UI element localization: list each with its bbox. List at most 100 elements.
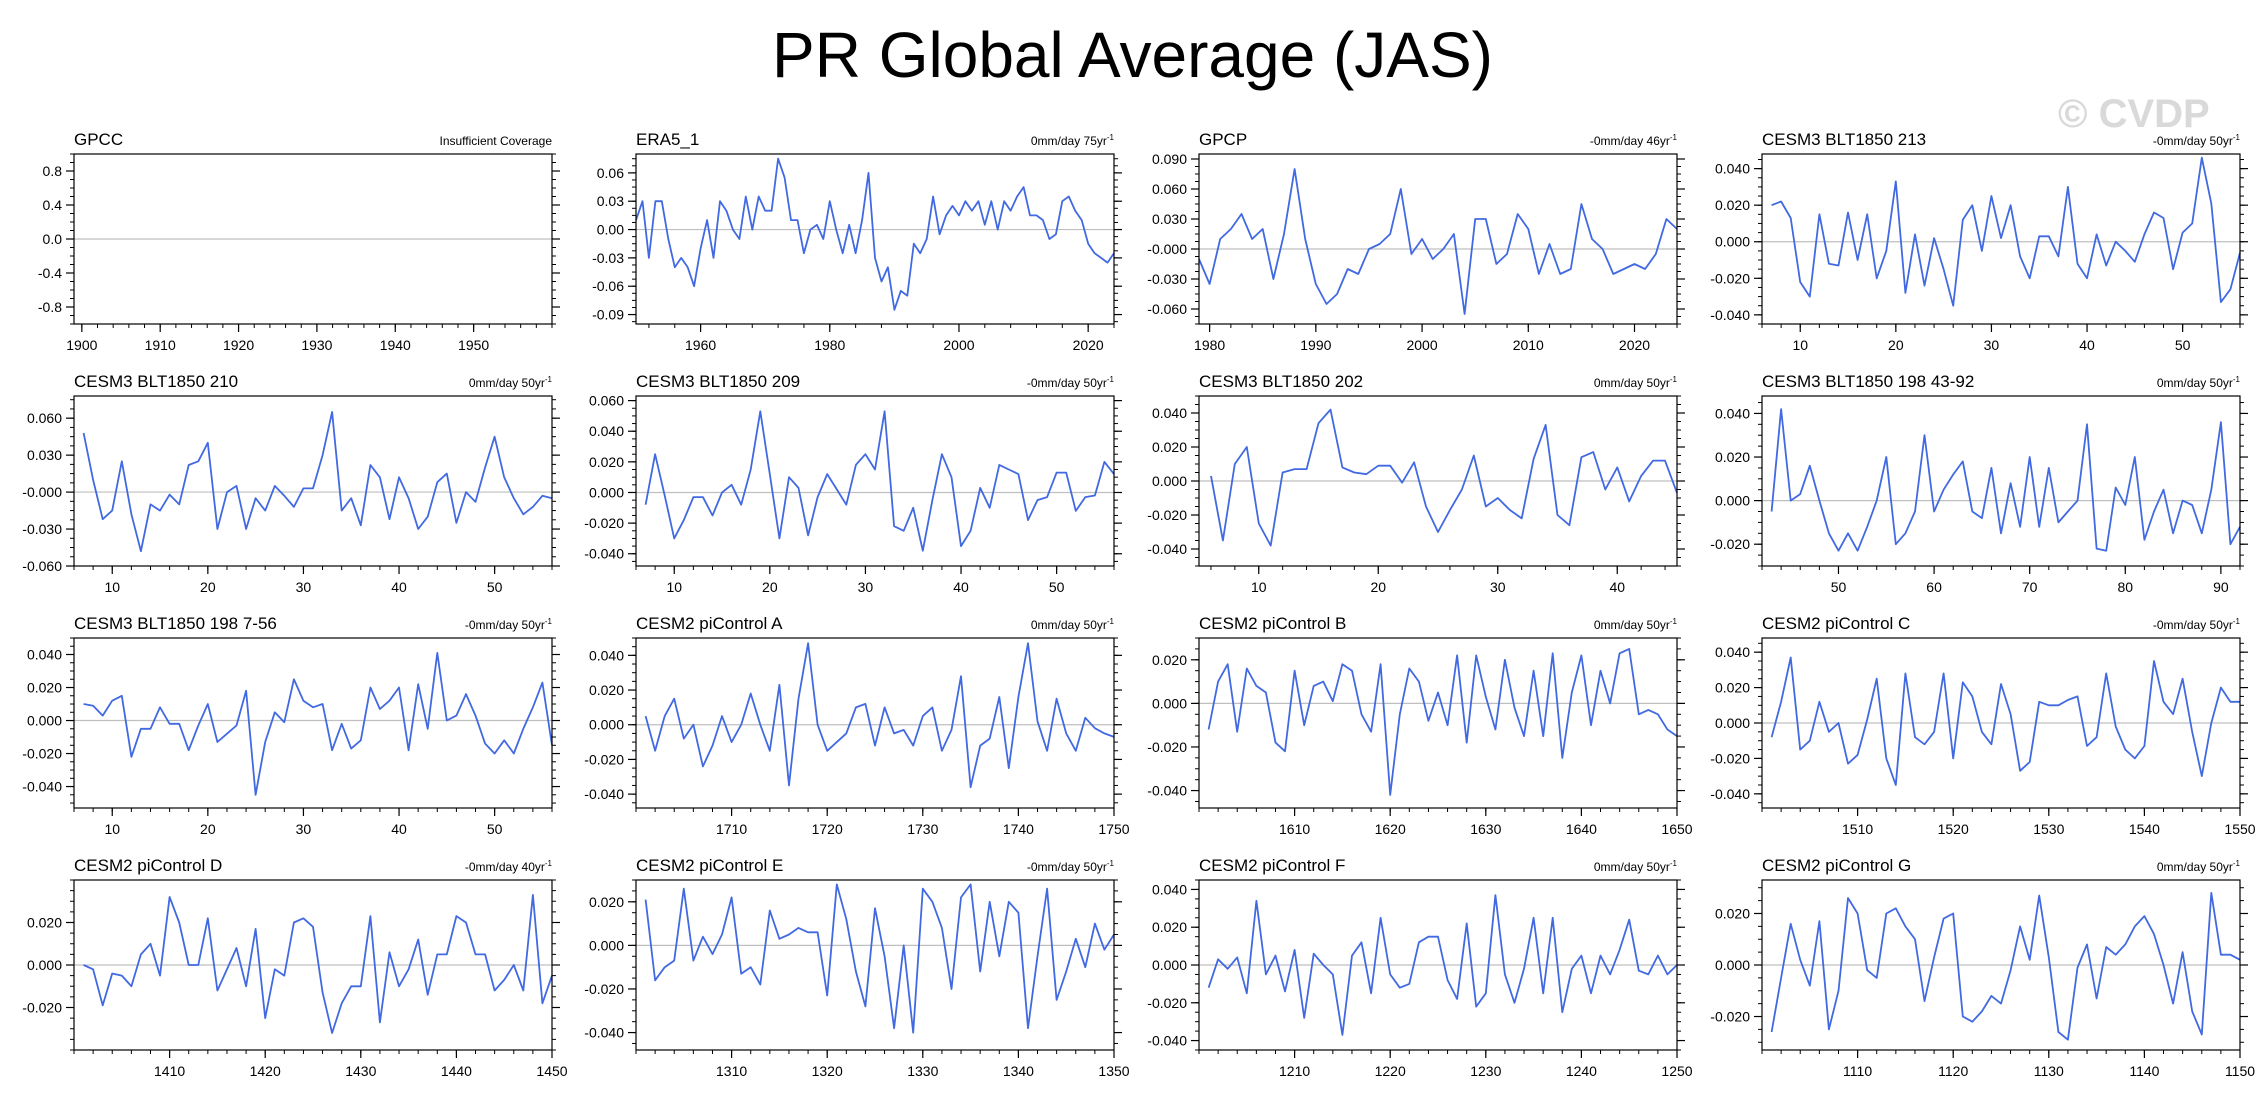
x-tick-label: 1540 bbox=[2129, 821, 2160, 837]
y-tick-label: 0.090 bbox=[1152, 151, 1187, 167]
data-series-line bbox=[83, 652, 553, 796]
panel-title: CESM2 piControl D bbox=[74, 856, 222, 875]
panel-note: -0mm/day 40yr-1 bbox=[465, 859, 553, 874]
y-tick-label: 0.000 bbox=[27, 957, 62, 973]
x-tick-label: 1740 bbox=[1003, 821, 1034, 837]
y-tick-label: 0.040 bbox=[27, 647, 62, 663]
x-tick-label: 1150 bbox=[2225, 1063, 2255, 1079]
y-tick-label: 0.000 bbox=[589, 937, 624, 953]
y-tick-label: 0.060 bbox=[589, 393, 624, 409]
chart-panel: CESM3 BLT1850 198 7-56 -0mm/day 50yr-1 0.0… bbox=[0, 604, 560, 844]
x-tick-label: 40 bbox=[391, 821, 407, 837]
y-tick-label: 0.040 bbox=[1715, 644, 1750, 660]
data-series-line bbox=[83, 894, 553, 1034]
x-tick-label: 10 bbox=[104, 579, 120, 595]
chart-panel: CESM2 piControl D -0mm/day 40yr-1 0.020 0.0… bbox=[0, 846, 567, 1086]
x-tick-label: 1720 bbox=[812, 821, 843, 837]
chart-panel: CESM2 piControl C -0mm/day 50yr-1 0.040 0.0… bbox=[1688, 604, 2255, 844]
data-series-line bbox=[1770, 656, 2240, 786]
data-series-line bbox=[1207, 648, 1678, 796]
y-tick-label: -0.040 bbox=[1147, 1033, 1187, 1049]
y-tick-label: 0.000 bbox=[1715, 493, 1750, 509]
panel-title: CESM3 BLT1850 202 bbox=[1199, 372, 1363, 391]
x-tick-label: 70 bbox=[2022, 579, 2038, 595]
chart-svg: CESM2 piControl C -0mm/day 50yr-1 0.040 0.0… bbox=[1710, 614, 2255, 837]
y-tick-label: 0.020 bbox=[589, 894, 624, 910]
chart-svg: GPCC Insufficient Coverage 0.8 0.4 0.0 -0.4 -0… bbox=[38, 130, 560, 353]
y-tick-label: 0.8 bbox=[43, 163, 63, 179]
x-tick-label: 50 bbox=[1831, 579, 1847, 595]
panel-note: 0mm/day 50yr-1 bbox=[2157, 859, 2241, 874]
y-tick-label: 0.040 bbox=[589, 647, 624, 663]
panel-note: 0mm/day 50yr-1 bbox=[1594, 375, 1678, 390]
chart-svg: CESM2 piControl D -0mm/day 40yr-1 0.020 0.0… bbox=[22, 856, 567, 1079]
x-tick-label: 1250 bbox=[1661, 1063, 1692, 1079]
chart-panel: GPCP -0mm/day 46yr-1 0.090 0.060 0.030 -0.000… bbox=[1125, 120, 1685, 360]
y-tick-label: -0.020 bbox=[584, 981, 624, 997]
y-tick-label: -0.06 bbox=[592, 278, 624, 294]
x-tick-label: 50 bbox=[2175, 337, 2191, 353]
panel-title: GPCP bbox=[1199, 130, 1247, 149]
x-tick-label: 1900 bbox=[66, 337, 97, 353]
x-tick-label: 30 bbox=[1984, 337, 2000, 353]
x-tick-label: 1240 bbox=[1566, 1063, 1597, 1079]
chart-svg: CESM3 BLT1850 202 0mm/day 50yr-1 0.040 0.02… bbox=[1147, 372, 1685, 595]
x-tick-label: 1550 bbox=[2224, 821, 2255, 837]
y-tick-label: -0.4 bbox=[38, 265, 62, 281]
y-tick-label: -0.040 bbox=[584, 1025, 624, 1041]
x-tick-label: 1980 bbox=[1194, 337, 1225, 353]
x-tick-label: 1640 bbox=[1566, 821, 1597, 837]
y-tick-label: -0.8 bbox=[38, 299, 62, 315]
x-tick-label: 10 bbox=[104, 821, 120, 837]
y-tick-label: 0.020 bbox=[1715, 680, 1750, 696]
chart-svg: ERA5_1 0mm/day 75yr-1 0.06 0.03 0.00 -0.03 -0.… bbox=[592, 130, 1122, 353]
y-tick-label: 0.000 bbox=[1152, 695, 1187, 711]
plot-frame bbox=[635, 637, 1115, 809]
y-tick-label: 0.000 bbox=[1715, 715, 1750, 731]
panel-note: -0mm/day 50yr-1 bbox=[1027, 375, 1115, 390]
x-tick-label: 20 bbox=[200, 579, 216, 595]
x-tick-label: 80 bbox=[2117, 579, 2133, 595]
y-tick-label: 0.4 bbox=[43, 197, 63, 213]
y-tick-label: -0.060 bbox=[22, 558, 62, 574]
y-tick-label: -0.040 bbox=[1710, 307, 1750, 323]
y-tick-label: -0.040 bbox=[22, 779, 62, 795]
data-series-line bbox=[644, 410, 1115, 552]
y-tick-label: 0.020 bbox=[1152, 439, 1187, 455]
x-tick-label: 50 bbox=[487, 821, 503, 837]
y-tick-label: -0.020 bbox=[1147, 739, 1187, 755]
x-tick-label: 1950 bbox=[458, 337, 489, 353]
x-tick-label: 30 bbox=[296, 821, 312, 837]
y-tick-label: 0.060 bbox=[1152, 181, 1187, 197]
x-tick-label: 50 bbox=[487, 579, 503, 595]
watermark: © CVDP bbox=[2058, 92, 2210, 136]
x-tick-label: 1140 bbox=[2129, 1063, 2159, 1079]
panel-title: CESM3 BLT1850 209 bbox=[636, 372, 800, 391]
y-tick-label: -0.09 bbox=[592, 307, 624, 323]
chart-svg: CESM2 piControl B 0mm/day 50yr-1 0.020 0.00… bbox=[1147, 614, 1692, 837]
x-tick-label: 1410 bbox=[154, 1063, 185, 1079]
chart-panel: CESM3 BLT1850 198 43-92 0mm/day 50yr-1 0.0… bbox=[1688, 362, 2248, 602]
x-tick-label: 2020 bbox=[1073, 337, 1104, 353]
chart-panel: CESM2 piControl E -0mm/day 50yr-1 0.020 0.0… bbox=[562, 846, 1129, 1086]
y-tick-label: -0.000 bbox=[22, 484, 62, 500]
panel-note: 0mm/day 50yr-1 bbox=[469, 375, 553, 390]
y-tick-label: 0.000 bbox=[1152, 473, 1187, 489]
chart-svg: CESM2 piControl E -0mm/day 50yr-1 0.020 0.0… bbox=[584, 856, 1129, 1079]
panel-title: GPCC bbox=[74, 130, 123, 149]
y-tick-label: 0.020 bbox=[1152, 652, 1187, 668]
y-tick-label: 0.0 bbox=[43, 231, 63, 247]
chart-panel: CESM3 BLT1850 213 -0mm/day 50yr-1 0.040 0.0… bbox=[1688, 120, 2248, 360]
y-tick-label: -0.040 bbox=[1710, 786, 1750, 802]
x-tick-label: 1960 bbox=[685, 337, 716, 353]
x-tick-label: 50 bbox=[1049, 579, 1065, 595]
chart-svg: CESM3 BLT1850 198 43-92 0mm/day 50yr-1 0.0… bbox=[1710, 372, 2248, 595]
y-tick-label: -0.000 bbox=[1147, 241, 1187, 257]
y-tick-label: -0.040 bbox=[1147, 783, 1187, 799]
y-tick-label: 0.00 bbox=[597, 222, 624, 238]
chart-svg: GPCP -0mm/day 46yr-1 0.090 0.060 0.030 -0.000… bbox=[1147, 130, 1685, 353]
plot-frame bbox=[1198, 637, 1678, 809]
plot-frame bbox=[635, 395, 1115, 567]
y-tick-label: 0.000 bbox=[27, 713, 62, 729]
x-tick-label: 30 bbox=[858, 579, 874, 595]
